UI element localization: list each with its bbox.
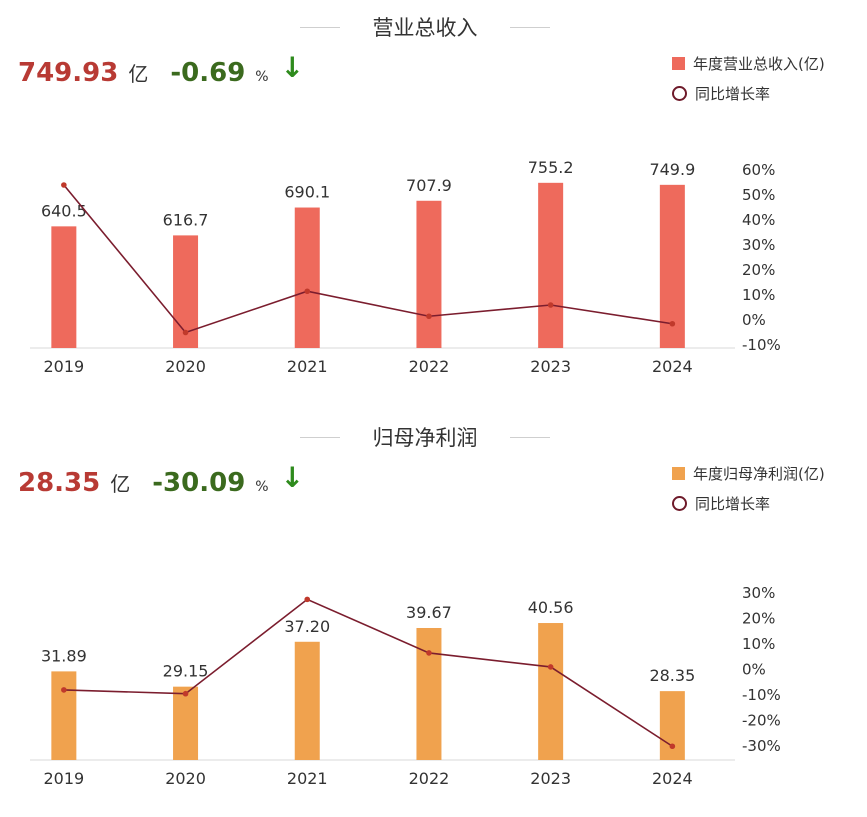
net-profit-panel: 归母净利润 28.35 亿 -30.09% ↓ 年度归母净利润(亿) 同比增长率 31…	[0, 410, 867, 810]
x-tick-label: 2022	[409, 357, 450, 376]
bar-data-label: 37.20	[284, 617, 330, 636]
bar-data-label: 29.15	[163, 662, 209, 681]
kpi-value: 28.35	[18, 468, 101, 498]
y2-tick-label: 0%	[742, 661, 766, 679]
bar	[294, 207, 320, 348]
x-tick-label: 2019	[43, 357, 84, 376]
net-profit-kpi: 28.35 亿 -30.09% ↓	[18, 461, 304, 505]
x-tick-label: 2024	[652, 357, 693, 376]
x-tick-label: 2021	[287, 357, 328, 376]
y2-tick-label: 40%	[742, 211, 775, 229]
y2-tick-label: 20%	[742, 261, 775, 279]
legend-label: 年度营业总收入(亿)	[693, 54, 825, 73]
bar-data-label: 616.7	[163, 210, 209, 229]
x-tick-label: 2021	[287, 769, 328, 788]
growth-rate-point	[182, 690, 189, 697]
bar	[294, 641, 320, 760]
growth-rate-point	[669, 743, 676, 750]
kpi-change-unit: %	[255, 69, 269, 85]
bar	[51, 226, 77, 348]
y2-tick-label: -30%	[742, 737, 781, 755]
bar-data-label: 749.9	[649, 160, 695, 179]
y2-tick-label: 10%	[742, 635, 775, 653]
growth-rate-point	[426, 650, 432, 656]
legend-line-marker	[672, 85, 687, 101]
growth-rate-point	[547, 664, 554, 670]
y2-tick-label: 50%	[742, 186, 775, 204]
y2-tick-label: -10%	[742, 336, 781, 354]
bar-data-label: 640.5	[41, 201, 87, 220]
legend-line-marker	[672, 495, 687, 511]
down-arrow-icon: ↓	[280, 51, 305, 84]
x-tick-label: 2020	[165, 769, 206, 788]
y2-tick-label: -20%	[742, 712, 781, 730]
kpi-change: -30.09	[152, 468, 246, 498]
legend: 年度营业总收入(亿) 同比增长率	[672, 48, 825, 108]
legend-bar-swatch	[672, 466, 685, 480]
growth-rate-point	[669, 320, 676, 327]
bar-data-label: 40.56	[528, 598, 574, 617]
growth-rate-line	[63, 184, 673, 334]
revenue-panel: 营业总收入 749.93 亿 -0.69% ↓ 年度营业总收入(亿) 同比增长率 64…	[0, 0, 867, 400]
y2-tick-label: 30%	[742, 584, 775, 602]
bar-data-label: 28.35	[649, 666, 695, 685]
kpi-unit: 亿	[110, 472, 131, 496]
chart-title: 营业总收入	[340, 12, 510, 42]
growth-rate-point	[61, 182, 67, 188]
y2-tick-label: 20%	[742, 610, 775, 628]
y2-tick-label: -10%	[742, 686, 781, 704]
legend-bar-swatch	[672, 56, 685, 70]
legend-label: 年度归母净利润(亿)	[693, 464, 825, 483]
legend-label: 同比增长率	[695, 84, 771, 103]
bar	[416, 627, 442, 760]
growth-rate-point	[547, 302, 554, 308]
growth-rate-point	[304, 596, 311, 603]
y2-tick-label: 10%	[742, 286, 775, 304]
bar	[659, 184, 685, 348]
legend-item-line: 同比增长率	[672, 488, 825, 518]
bar	[538, 623, 564, 760]
growth-rate-point	[182, 329, 189, 336]
kpi-change: -0.69	[170, 58, 246, 88]
x-tick-label: 2019	[43, 769, 84, 788]
growth-rate-line	[63, 598, 673, 747]
net-profit-chart: 31.89 2019 29.15 2020 37.20 2021 39.67 2022 40.5…	[30, 584, 781, 788]
kpi-value: 749.93	[18, 58, 119, 88]
growth-rate-point	[61, 687, 67, 693]
growth-rate-point	[304, 288, 311, 295]
down-arrow-icon: ↓	[280, 461, 305, 494]
legend-item-line: 同比增长率	[672, 78, 825, 108]
bar-data-label: 39.67	[406, 603, 452, 622]
kpi-change-unit: %	[255, 479, 269, 495]
kpi-unit: 亿	[128, 62, 149, 86]
chart-title: 归母净利润	[340, 422, 510, 452]
x-tick-label: 2023	[530, 769, 571, 788]
bar-data-label: 690.1	[284, 183, 330, 202]
legend-item-bar: 年度归母净利润(亿)	[672, 458, 825, 488]
legend-item-bar: 年度营业总收入(亿)	[672, 48, 825, 78]
bar-data-label: 707.9	[406, 176, 452, 195]
y2-tick-label: 30%	[742, 236, 775, 254]
bar-data-label: 31.89	[41, 646, 87, 665]
growth-rate-point	[426, 313, 432, 320]
legend: 年度归母净利润(亿) 同比增长率	[672, 458, 825, 518]
bar	[173, 686, 199, 760]
bar	[416, 200, 442, 348]
bar	[659, 691, 685, 760]
x-tick-label: 2024	[652, 769, 693, 788]
bar	[538, 182, 564, 348]
revenue-title-row: 营业总收入	[0, 12, 867, 42]
revenue-kpi: 749.93 亿 -0.69% ↓	[18, 51, 304, 95]
x-tick-label: 2020	[165, 357, 206, 376]
bar	[51, 671, 77, 760]
revenue-chart: 640.5 2019 616.7 2020 690.1 2021 707.9 2022 755.…	[30, 158, 781, 376]
x-tick-label: 2022	[409, 769, 450, 788]
legend-label: 同比增长率	[695, 494, 771, 513]
y2-tick-label: 0%	[742, 311, 766, 329]
y2-tick-label: 60%	[742, 161, 775, 179]
net-profit-title-row: 归母净利润	[0, 422, 867, 452]
bar-data-label: 755.2	[528, 158, 574, 177]
x-tick-label: 2023	[530, 357, 571, 376]
